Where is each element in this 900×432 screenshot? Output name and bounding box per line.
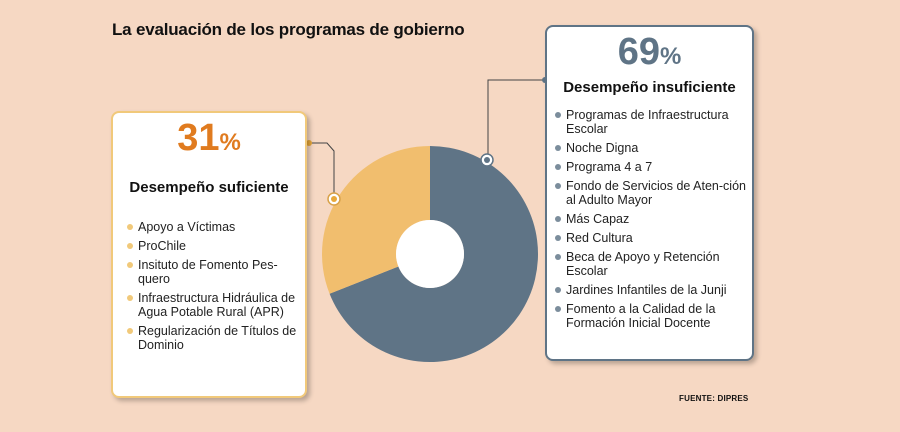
connector-left [306, 140, 341, 206]
bullet-icon [127, 295, 133, 301]
list-item-label: Insituto de Fomento Pes-quero [138, 258, 278, 286]
source-note: FUENTE: DIPRES [679, 394, 749, 403]
list-item: Programa 4 a 7 [555, 160, 746, 174]
list-item-label: Programa 4 a 7 [566, 160, 653, 174]
list-item: Más Capaz [555, 212, 746, 226]
list-item: Apoyo a Víctimas [127, 220, 297, 234]
insufficient-box: 69% Desempeño insuficiente Programas de … [545, 25, 754, 361]
bullet-icon [555, 183, 561, 189]
list-item-label: Apoyo a Víctimas [138, 220, 236, 234]
list-item-label: ProChile [138, 239, 186, 253]
list-item: Jardines Infantiles de la Junji [555, 283, 746, 297]
list-item: Beca de Apoyo y Retención Escolar [555, 250, 746, 278]
pie-slice-insufficient [329, 146, 538, 362]
sufficient-pct-symbol: % [219, 129, 241, 156]
bullet-icon [127, 328, 133, 334]
list-item-label: Más Capaz [566, 212, 630, 226]
insufficient-pct-number: 69 [617, 31, 660, 73]
bullet-icon [555, 112, 561, 118]
list-item-label: Noche Digna [566, 141, 639, 155]
list-item-label: Regularización de Títulos de Dominio [138, 324, 297, 352]
insufficient-list: Programas de Infraestructura Escolar Noc… [555, 108, 746, 330]
list-item: Infraestructura Hidráulica de Agua Potab… [127, 291, 297, 319]
sufficient-list: Apoyo a Víctimas ProChile Insituto de Fo… [127, 220, 297, 352]
sufficient-pct-number: 31 [177, 117, 220, 159]
bullet-icon [555, 235, 561, 241]
donut-hole [396, 220, 464, 288]
sufficient-percentage: 31% [113, 119, 305, 157]
list-item: Insituto de Fomento Pes-quero [127, 258, 297, 286]
list-item-label: Jardines Infantiles de la Junji [566, 283, 727, 297]
list-item: Noche Digna [555, 141, 746, 155]
sufficient-box: 31% Desempeño suficiente Apoyo a Víctima… [111, 111, 307, 398]
list-item: Programas de Infraestructura Escolar [555, 108, 746, 136]
donut-slices [322, 146, 538, 362]
list-item: Fondo de Servicios de Aten-ción al Adult… [555, 179, 746, 207]
bullet-icon [555, 145, 561, 151]
bullet-icon [555, 164, 561, 170]
bullet-icon [127, 224, 133, 230]
bullet-icon [555, 306, 561, 312]
insufficient-percentage: 69% [547, 33, 752, 71]
bullet-icon [555, 216, 561, 222]
chart-title: La evaluación de los programas de gobier… [112, 20, 465, 39]
list-item: ProChile [127, 239, 297, 253]
list-item-label: Programas de Infraestructura Escolar [566, 108, 729, 136]
list-item: Regularización de Títulos de Dominio [127, 324, 297, 352]
list-item-label: Fondo de Servicios de Aten-ción al Adult… [566, 179, 746, 207]
bullet-icon [127, 262, 133, 268]
sufficient-heading: Desempeño suficiente [129, 179, 289, 196]
list-item: Fomento a la Calidad de la Formación Ini… [555, 302, 746, 330]
connector-right [480, 77, 548, 167]
list-item: Red Cultura [555, 231, 746, 245]
list-item-label: Red Cultura [566, 231, 633, 245]
bullet-icon [555, 287, 561, 293]
list-item-label: Beca de Apoyo y Retención Escolar [566, 250, 720, 278]
insufficient-heading: Desempeño insuficiente [563, 79, 736, 96]
bullet-icon [555, 254, 561, 260]
insufficient-pct-symbol: % [659, 43, 682, 70]
list-item-label: Infraestructura Hidráulica de Agua Potab… [138, 291, 296, 319]
pie-slice-sufficient [322, 146, 430, 294]
list-item-label: Fomento a la Calidad de la Formación Ini… [566, 302, 716, 330]
bullet-icon [127, 243, 133, 249]
